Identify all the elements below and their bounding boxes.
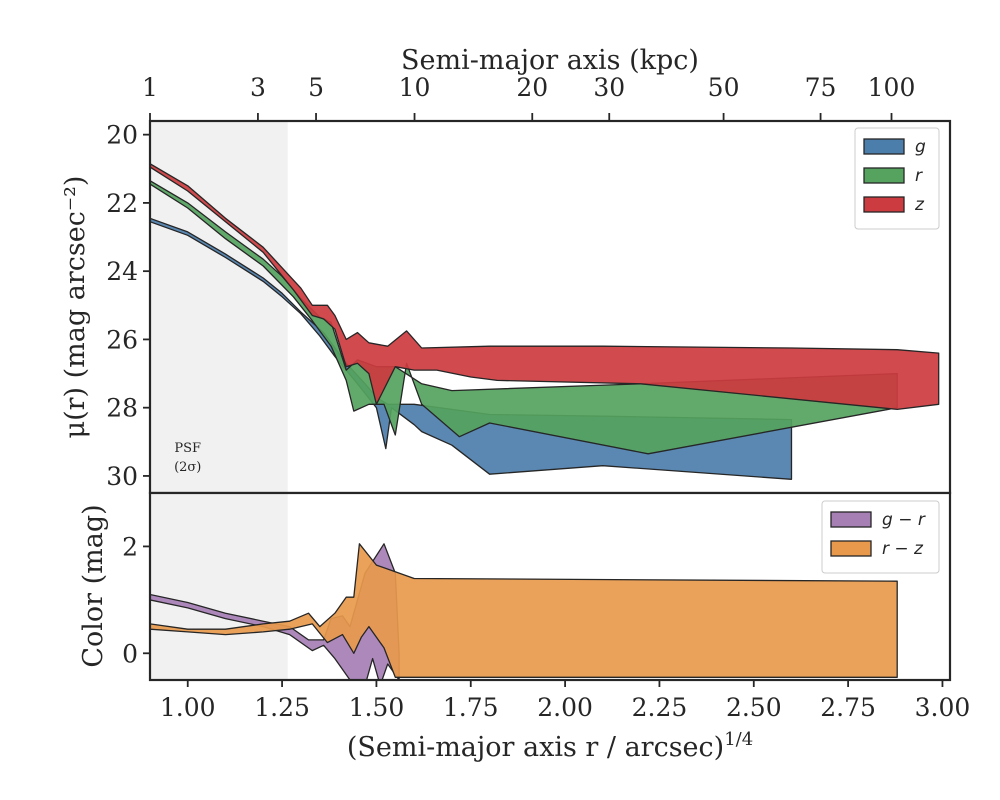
band-z [150,163,940,411]
top-x-axis-title: Semi-major axis (kpc) [401,45,699,76]
mu-ytick-label-26: 26 [106,325,138,354]
psf-sigma-label: (2σ) [174,460,201,475]
color-series [150,543,898,680]
band-g-r [150,543,400,680]
xtick-label-1-00: 1.00 [160,693,216,722]
band-r-z [150,543,898,678]
xtick-label-2-50: 2.50 [726,693,782,722]
legend-swatch-r-z [830,540,872,557]
color-ytick-label-0: 0 [122,639,138,668]
kpc-tick-label-10: 10 [399,73,431,102]
surface-brightness-panel: 20 22 24 26 28 30 1 3 5 10 20 30 50 75 100 PSF (2σ) g… [106,73,952,495]
xtick-label-2-00: 2.00 [537,693,593,722]
color-legend: g − r r − z [821,500,940,574]
psf-shaded-region-top [150,121,288,493]
y-axis-title-color: Color (mag) [78,504,109,667]
mu-ytick-label-30: 30 [106,462,138,491]
mu-ytick-label-28: 28 [106,394,138,423]
surface-brightness-legend: grz [854,127,940,230]
psf-shaded-region-bottom [150,493,288,680]
legend-label-r: r [915,166,923,186]
bottom-panel-frame [148,491,952,682]
legend-label-r-z: r − z [882,539,924,559]
x-axis-title: (Semi-major axis r / arcsec)1/4 [347,729,753,763]
legend-label-g: g [915,137,926,157]
legend-swatch-g-r [830,511,872,528]
y-axis-title-surface-brightness: μ(r) (mag arcsec⁻²) [60,176,91,439]
top-kpc-ticks: 1 3 5 10 20 30 50 75 100 [142,73,915,121]
kpc-tick-label-50: 50 [708,73,740,102]
legend-swatch-z [863,196,905,213]
psf-label: PSF [174,441,201,456]
xtick-label-1-50: 1.50 [349,693,405,722]
legend-label-z: z [914,195,925,215]
legend-label-g-r: g − r [882,510,926,530]
x-axis-ticks: 1.00 1.25 1.50 1.75 2.00 2.25 2.50 2.75 3.00 [160,680,970,722]
mu-ytick-label-22: 22 [106,189,138,218]
xtick-label-2-25: 2.25 [632,693,688,722]
kpc-tick-label-100: 100 [868,73,916,102]
kpc-tick-label-75: 75 [805,73,837,102]
color-ytick-label-2: 2 [122,532,138,561]
kpc-tick-label-20: 20 [516,73,548,102]
surface-brightness-y-ticks: 20 22 24 26 28 30 [106,121,150,491]
legend-swatch-g [863,138,905,155]
x-axis-title-base: (Semi-major axis r / arcsec) [347,732,724,763]
kpc-tick-label-1: 1 [142,73,158,102]
legend-swatch-r [863,167,905,184]
xtick-label-1-25: 1.25 [254,693,310,722]
xtick-label-2-75: 2.75 [820,693,876,722]
xtick-label-1-75: 1.75 [443,693,499,722]
color-panel: 02 1.00 1.25 1.50 1.75 2.00 2.25 2.50 2.75 3.00 … [122,491,970,722]
xtick-label-3-00: 3.00 [915,693,971,722]
kpc-tick-label-3: 3 [250,73,266,102]
color-y-ticks: 02 [122,532,150,668]
mu-ytick-label-24: 24 [106,257,138,286]
x-axis-title-exponent: 1/4 [724,729,753,750]
mu-ytick-label-20: 20 [106,121,138,150]
surface-brightness-series [150,163,940,480]
kpc-tick-label-5: 5 [308,73,324,102]
kpc-tick-label-30: 30 [593,73,625,102]
